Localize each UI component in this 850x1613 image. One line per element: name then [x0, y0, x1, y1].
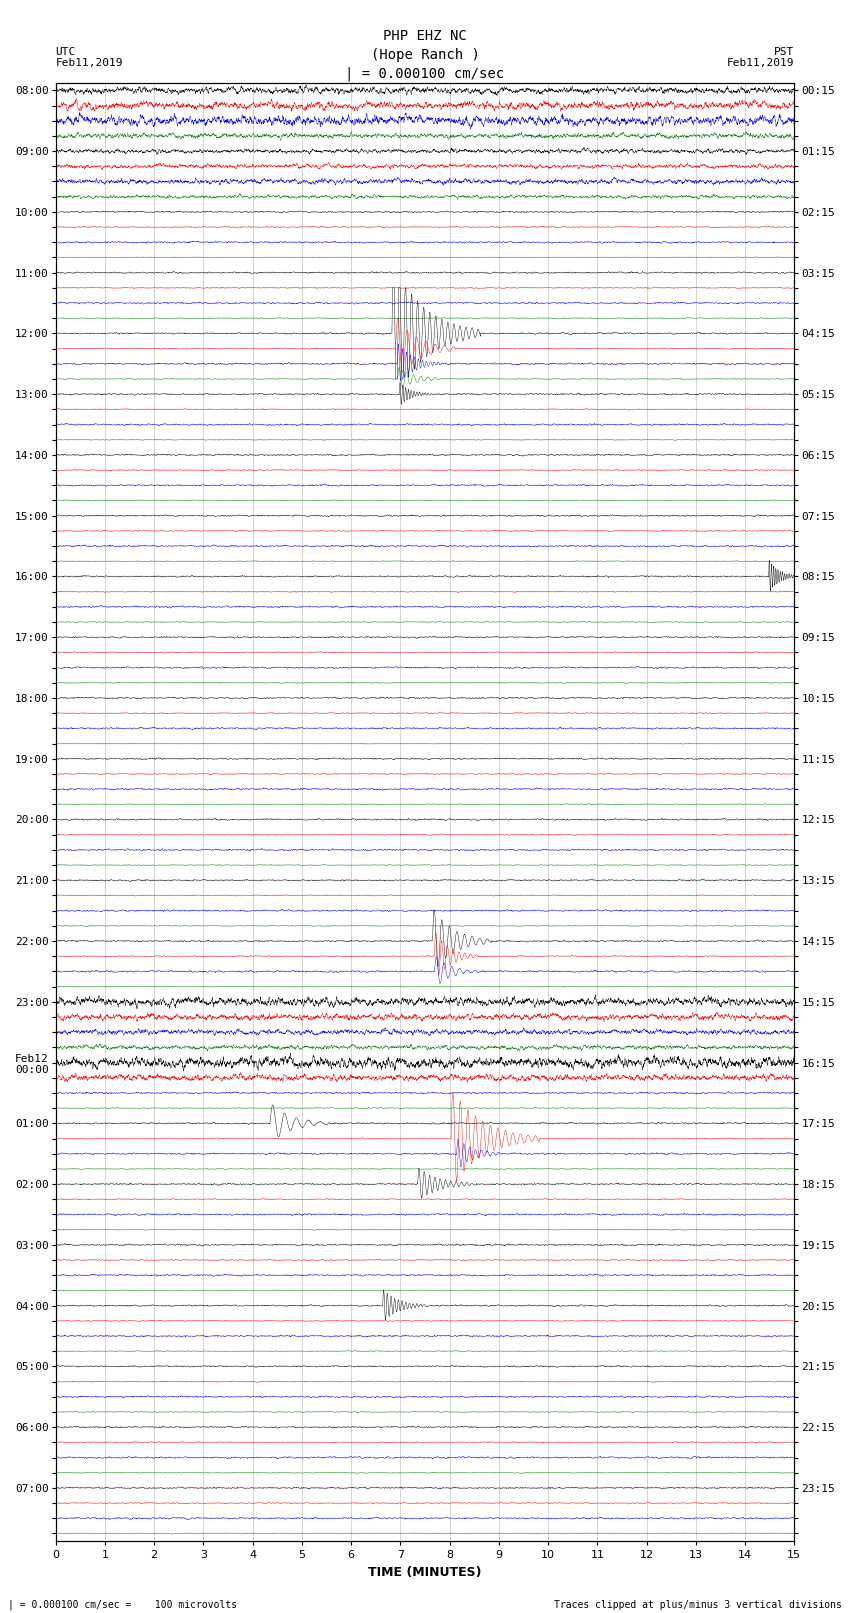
Text: Traces clipped at plus/minus 3 vertical divisions: Traces clipped at plus/minus 3 vertical … — [553, 1600, 842, 1610]
Text: | = 0.000100 cm/sec =    100 microvolts: | = 0.000100 cm/sec = 100 microvolts — [8, 1598, 238, 1610]
Text: UTC
Feb11,2019: UTC Feb11,2019 — [56, 47, 123, 68]
Text: PST
Feb11,2019: PST Feb11,2019 — [727, 47, 794, 68]
X-axis label: TIME (MINUTES): TIME (MINUTES) — [368, 1566, 482, 1579]
Title: PHP EHZ NC
(Hope Ranch )
| = 0.000100 cm/sec: PHP EHZ NC (Hope Ranch ) | = 0.000100 cm… — [345, 29, 505, 81]
